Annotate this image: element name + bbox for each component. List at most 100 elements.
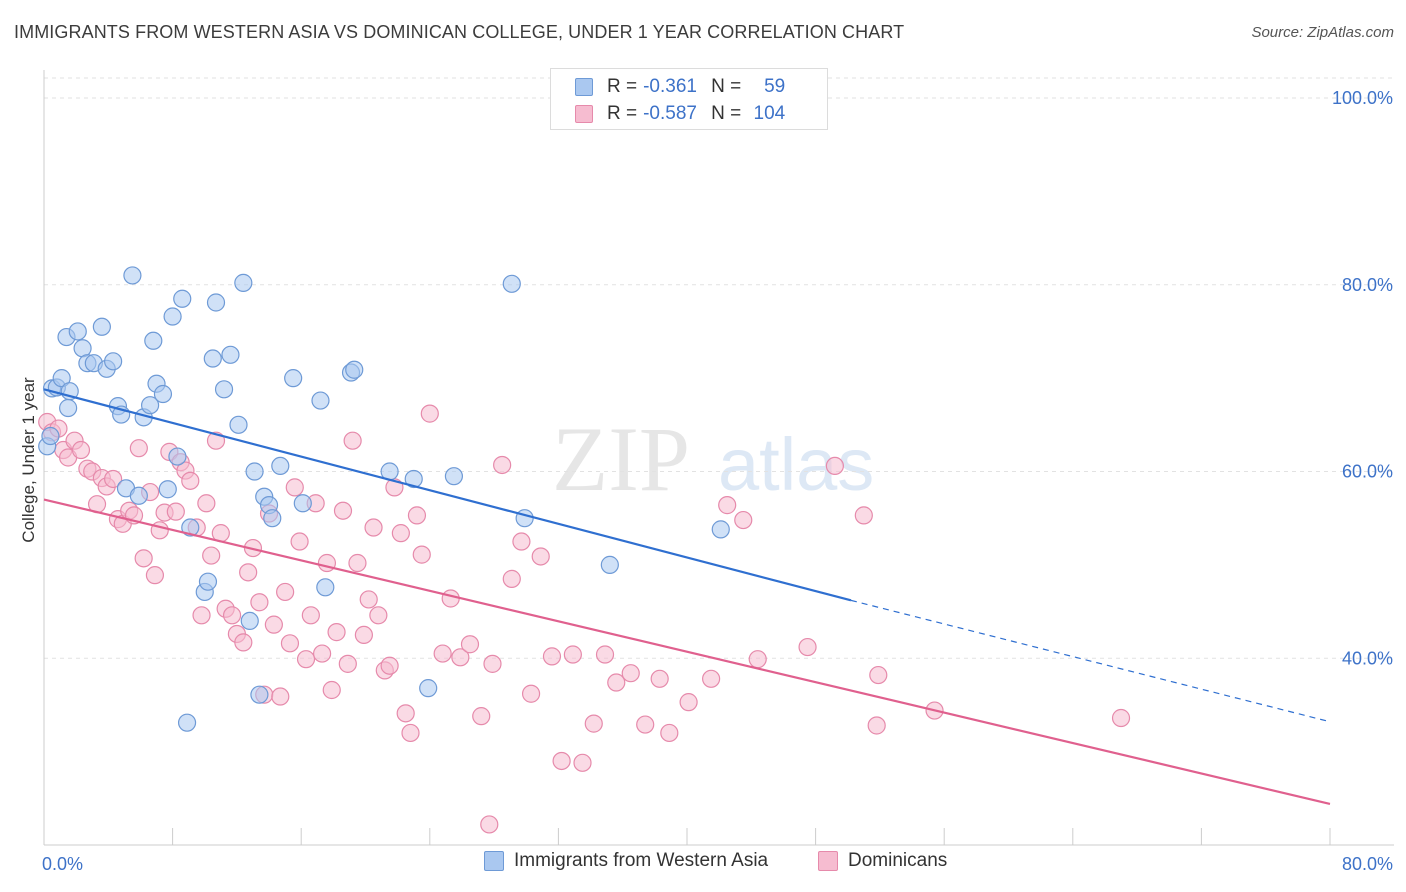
dominicans-point: [343, 431, 362, 450]
dominicans-point: [364, 518, 383, 537]
western-asia-point: [419, 679, 438, 698]
source-credit: Source: ZipAtlas.com: [1251, 24, 1394, 41]
dominicans-point: [129, 439, 148, 458]
series-legend: Immigrants from Western Asia Dominicans: [0, 850, 1406, 878]
dominicans-point: [181, 471, 200, 490]
dominicans-point: [734, 510, 753, 530]
dominicans-point: [276, 582, 295, 602]
n-value: 59: [764, 76, 786, 97]
western-asia-point: [173, 289, 192, 308]
western-asia-point: [206, 293, 226, 312]
western-asia-point: [311, 391, 330, 410]
dominicans-point: [451, 648, 470, 667]
dominicans-point: [460, 635, 480, 654]
dominicans-point: [369, 606, 388, 625]
dominicans-point: [573, 753, 592, 772]
western-asia-point: [316, 578, 335, 597]
legend-item-dominicans: Dominicans: [818, 850, 947, 872]
dominicans-point: [290, 532, 309, 551]
western-asia-point: [163, 307, 182, 326]
dominicans-point: [348, 553, 367, 573]
western-asia-point: [444, 467, 464, 486]
dominicans-point: [512, 532, 531, 551]
n-value: 104: [753, 103, 786, 124]
western-asia-trendline: [43, 388, 852, 602]
dominicans-point: [595, 645, 615, 664]
dominicans-point: [472, 707, 491, 726]
western-asia-point: [240, 611, 259, 631]
western-asia-point: [284, 369, 303, 388]
dominicans-point: [702, 669, 721, 688]
legend-label: Dominicans: [848, 850, 948, 871]
dominicans-point: [71, 440, 91, 460]
western-asia-point: [245, 462, 264, 481]
y-tick-label: 60.0%: [1342, 462, 1393, 482]
r-label: R =: [607, 103, 638, 124]
western-asia-point: [198, 572, 218, 591]
dominicans-point: [271, 687, 290, 706]
western-asia-point: [68, 322, 87, 341]
dominicans-point: [134, 549, 153, 568]
dominicans-point: [202, 546, 221, 565]
dominicans-point: [584, 714, 603, 733]
dominicans-point: [250, 593, 269, 612]
western-asia-point: [158, 480, 177, 499]
western-asia-point: [234, 273, 253, 292]
n-label: N =: [711, 76, 742, 97]
western-asia-point: [293, 494, 312, 513]
dominicans-point: [380, 656, 399, 675]
dominicans-point: [104, 469, 123, 489]
western-asia-point: [52, 369, 71, 388]
legend-row-western-asia: R = -0.361 N = 59: [575, 74, 785, 100]
dominicans-point: [280, 634, 300, 653]
western-asia-point: [502, 274, 521, 293]
dominicans-point: [354, 625, 373, 645]
dominicans-point: [531, 547, 550, 566]
dominicans-point: [338, 654, 357, 673]
dominicans-point: [621, 664, 640, 683]
western-asia-point: [404, 469, 423, 489]
dominicans-point: [502, 569, 521, 588]
axes: [43, 70, 1394, 846]
dominicans-point: [401, 723, 420, 743]
legend-label: Immigrants from Western Asia: [514, 850, 769, 871]
dominicans-point: [636, 715, 655, 734]
dominicans-point: [264, 615, 283, 634]
western-asia-point: [271, 456, 290, 476]
dominicans-point: [433, 644, 452, 663]
western-asia-point: [129, 486, 148, 505]
dominicans-point: [234, 633, 253, 652]
dominicans-point: [748, 650, 767, 669]
y-tick-label: 80.0%: [1342, 275, 1393, 295]
dominicans-point: [391, 524, 410, 543]
dominicans-point: [521, 684, 541, 703]
dominicans-point: [493, 455, 512, 475]
dominicans-point: [197, 494, 216, 513]
dominicans-point: [480, 815, 499, 834]
correlation-legend: R = -0.361 N = 59 R = -0.587 N = 104: [550, 68, 828, 130]
dominicans-point: [420, 404, 439, 423]
western-asia-point: [600, 555, 619, 574]
western-asia-point: [177, 713, 197, 732]
dominicans-point: [166, 502, 185, 521]
western-asia-trendline-extension: [850, 599, 1331, 723]
n-label: N =: [711, 103, 742, 124]
dominicans-point: [660, 723, 679, 743]
y-tick-label: 40.0%: [1342, 648, 1393, 668]
western-asia-points: [38, 266, 730, 732]
legend-item-western-asia: Immigrants from Western Asia: [484, 850, 768, 872]
dominicans-point: [296, 650, 316, 669]
dominicans-point: [718, 496, 737, 515]
dominicans-point: [552, 751, 571, 771]
western-asia-point: [144, 331, 163, 350]
western-asia-point: [181, 518, 200, 537]
dominicans-point: [563, 645, 582, 664]
watermark-atlas: atlas: [718, 423, 874, 506]
western-asia-point: [711, 520, 730, 539]
dominicans-point: [222, 606, 242, 625]
trend-lines: [43, 388, 1331, 805]
watermark: ZIP atlas: [552, 408, 874, 510]
dominicans-point: [322, 680, 341, 700]
western-asia-point: [104, 352, 123, 371]
